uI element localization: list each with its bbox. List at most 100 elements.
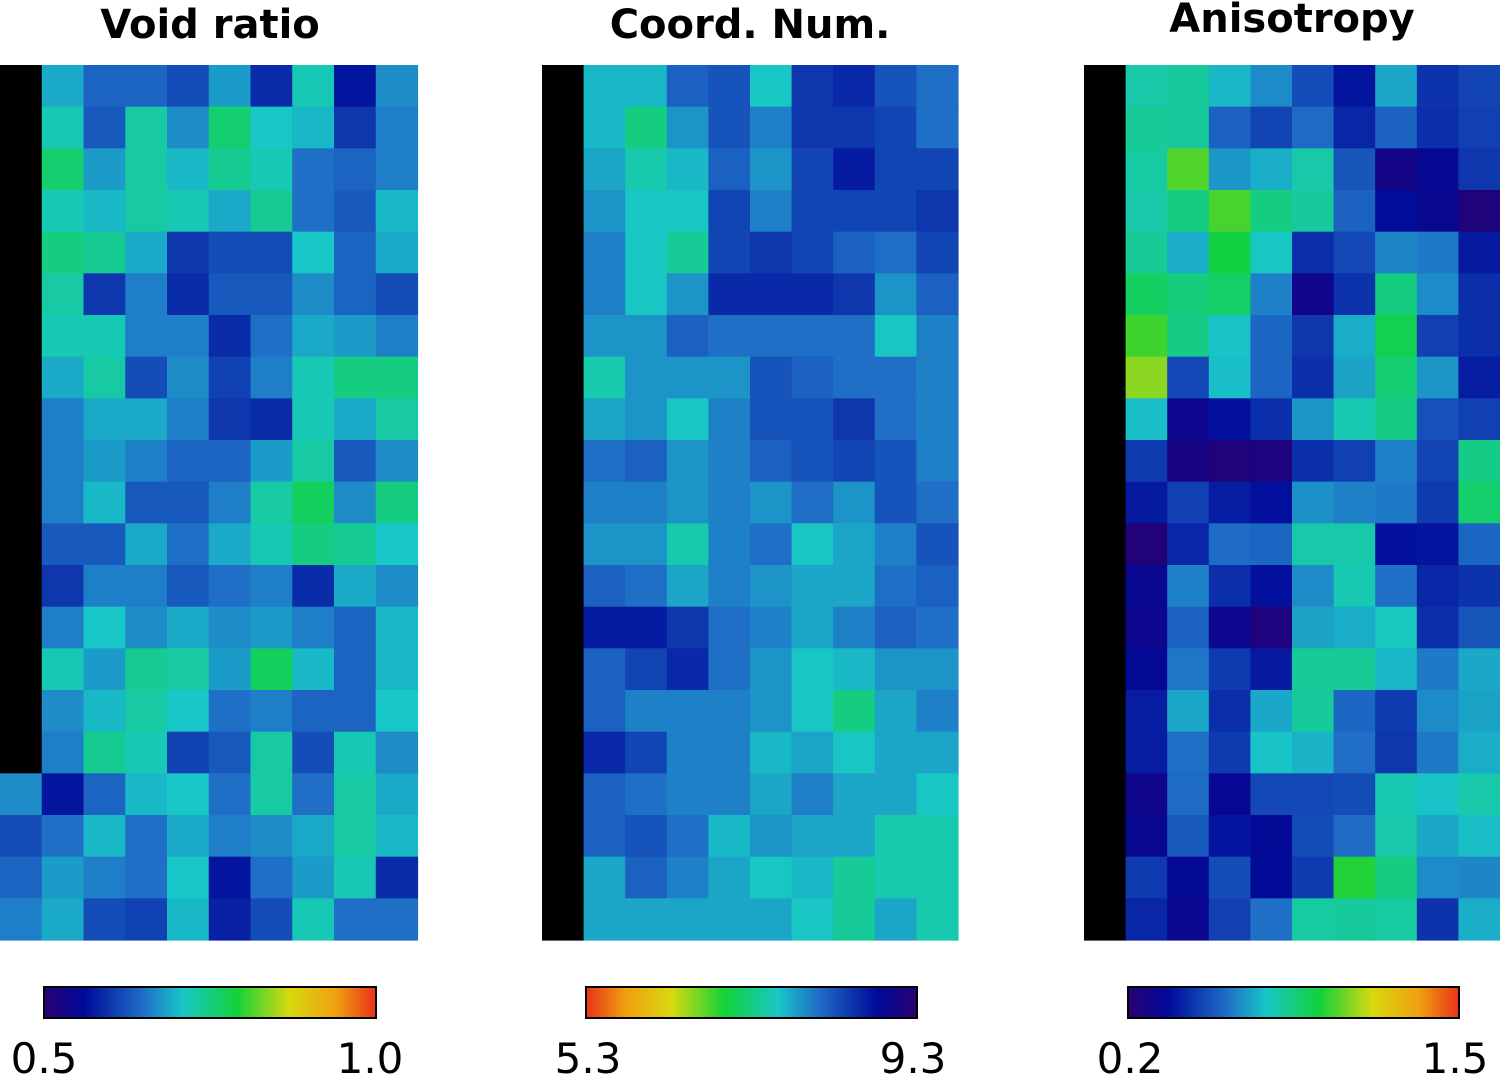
- coord-num-cell-r7-c1: [542, 315, 585, 358]
- void-ratio-cell-r17-c9: [334, 731, 377, 774]
- anisotropy-cell-r4-c9: [1416, 190, 1459, 233]
- void-ratio-cell-r19-c1: [0, 815, 43, 858]
- coord-num-cell-r19-c6: [750, 815, 793, 858]
- coord-num-cell-r21-c5: [708, 898, 751, 941]
- coord-num-cell-r1-c1: [542, 65, 585, 108]
- anisotropy-cell-r9-c9: [1416, 398, 1459, 441]
- anisotropy-cell-r20-c4: [1208, 856, 1251, 899]
- anisotropy-cell-r17-c8: [1375, 731, 1418, 774]
- coord-num-cell-r11-c8: [833, 481, 876, 524]
- colorbar-max-label: 9.3: [880, 1034, 947, 1076]
- coord-num-cell-r6-c10: [916, 273, 959, 316]
- anisotropy-cell-r6-c2: [1125, 273, 1168, 316]
- coord-num-cell-r6-c4: [666, 273, 709, 316]
- anisotropy-cell-r4-c6: [1292, 190, 1335, 233]
- coord-num-cell-r7-c5: [708, 315, 751, 358]
- void-ratio-cell-r7-c8: [292, 315, 335, 358]
- coord-num-cell-r13-c1: [542, 565, 585, 608]
- anisotropy-cell-r1-c1: [1084, 65, 1127, 108]
- void-ratio-cell-r2-c4: [125, 106, 168, 149]
- coord-num-cell-r18-c6: [750, 773, 793, 816]
- anisotropy-cell-r18-c7: [1333, 773, 1376, 816]
- coord-num-cell-r8-c1: [542, 356, 585, 399]
- anisotropy-cell-r21-c2: [1125, 898, 1168, 941]
- anisotropy-cell-r8-c8: [1375, 356, 1418, 399]
- anisotropy-cell-r5-c1: [1084, 231, 1127, 274]
- coord-num-cell-r3-c9: [874, 148, 917, 191]
- anisotropy-cell-r1-c3: [1167, 65, 1210, 108]
- void-ratio-cell-r13-c8: [292, 565, 335, 608]
- void-ratio-cell-r9-c8: [292, 398, 335, 441]
- void-ratio-cell-r1-c8: [292, 65, 335, 108]
- anisotropy-cell-r10-c1: [1084, 440, 1127, 483]
- heatmap-anisotropy: [1084, 65, 1500, 941]
- coord-num-cell-r20-c8: [833, 856, 876, 899]
- void-ratio-cell-r14-c5: [167, 606, 210, 649]
- coord-num-cell-r18-c8: [833, 773, 876, 816]
- coord-num-cell-r15-c2: [583, 648, 626, 691]
- void-ratio-cell-r3-c2: [41, 148, 85, 191]
- coord-num-cell-r13-c5: [708, 565, 751, 608]
- void-ratio-cell-r17-c8: [292, 731, 335, 774]
- coord-num-cell-r13-c2: [583, 565, 626, 608]
- anisotropy-cell-r2-c7: [1333, 106, 1376, 149]
- void-ratio-cell-r4-c7: [250, 190, 293, 233]
- void-ratio-cell-r15-c4: [125, 648, 168, 691]
- coord-num-cell-r3-c3: [625, 148, 668, 191]
- void-ratio-cell-r15-c8: [292, 648, 335, 691]
- anisotropy-cell-r15-c4: [1208, 648, 1251, 691]
- coord-num-cell-r9-c1: [542, 398, 585, 441]
- void-ratio-cell-r2-c7: [250, 106, 293, 149]
- coord-num-cell-r20-c2: [583, 856, 626, 899]
- void-ratio-cell-r3-c9: [334, 148, 377, 191]
- void-ratio-cell-r8-c6: [208, 356, 252, 399]
- void-ratio-cell-r15-c5: [167, 648, 210, 691]
- coord-num-cell-r11-c4: [666, 481, 709, 524]
- void-ratio-cell-r18-c9: [334, 773, 377, 816]
- coord-num-cell-r18-c7: [791, 773, 834, 816]
- void-ratio-cell-r19-c6: [208, 815, 252, 858]
- coord-num-cell-r1-c10: [916, 65, 959, 108]
- anisotropy-cell-r17-c1: [1084, 731, 1127, 774]
- anisotropy-cell-r3-c8: [1375, 148, 1418, 191]
- void-ratio-cell-r10-c9: [334, 440, 377, 483]
- coord-num-cell-r3-c4: [666, 148, 709, 191]
- coord-num-cell-r2-c3: [625, 106, 668, 149]
- coord-num-cell-r6-c6: [750, 273, 793, 316]
- anisotropy-cell-r20-c10: [1458, 856, 1500, 899]
- void-ratio-cell-r4-c10: [375, 190, 419, 233]
- void-ratio-cell-r6-c6: [208, 273, 252, 316]
- anisotropy-cell-r4-c8: [1375, 190, 1418, 233]
- void-ratio-cell-r4-c6: [208, 190, 252, 233]
- coord-num-cell-r10-c5: [708, 440, 751, 483]
- void-ratio-cell-r13-c2: [41, 565, 85, 608]
- anisotropy-cell-r10-c5: [1250, 440, 1293, 483]
- coord-num-cell-r12-c10: [916, 523, 959, 566]
- anisotropy-cell-r6-c7: [1333, 273, 1376, 316]
- void-ratio-cell-r17-c3: [83, 731, 126, 774]
- void-ratio-cell-r15-c9: [334, 648, 377, 691]
- panel-void-ratio: Void ratio 0.5 1.0: [0, 2, 419, 1076]
- anisotropy-cell-r13-c2: [1125, 565, 1168, 608]
- anisotropy-cell-r10-c4: [1208, 440, 1251, 483]
- anisotropy-cell-r5-c6: [1292, 231, 1335, 274]
- anisotropy-cell-r2-c8: [1375, 106, 1418, 149]
- anisotropy-cell-r21-c8: [1375, 898, 1418, 941]
- anisotropy-cell-r5-c7: [1333, 231, 1376, 274]
- anisotropy-cell-r12-c1: [1084, 523, 1127, 566]
- coord-num-cell-r7-c6: [750, 315, 793, 358]
- anisotropy-cell-r9-c1: [1084, 398, 1127, 441]
- coord-num-cell-r7-c7: [791, 315, 834, 358]
- coord-num-cell-r3-c1: [542, 148, 585, 191]
- coord-num-cell-r16-c1: [542, 690, 585, 733]
- coord-num-cell-r21-c4: [666, 898, 709, 941]
- void-ratio-cell-r10-c1: [0, 440, 43, 483]
- coord-num-cell-r1-c8: [833, 65, 876, 108]
- anisotropy-cell-r9-c2: [1125, 398, 1168, 441]
- coord-num-cell-r15-c1: [542, 648, 585, 691]
- void-ratio-cell-r6-c8: [292, 273, 335, 316]
- anisotropy-cell-r15-c2: [1125, 648, 1168, 691]
- coord-num-cell-r12-c1: [542, 523, 585, 566]
- void-ratio-cell-r11-c9: [334, 481, 377, 524]
- anisotropy-cell-r15-c7: [1333, 648, 1376, 691]
